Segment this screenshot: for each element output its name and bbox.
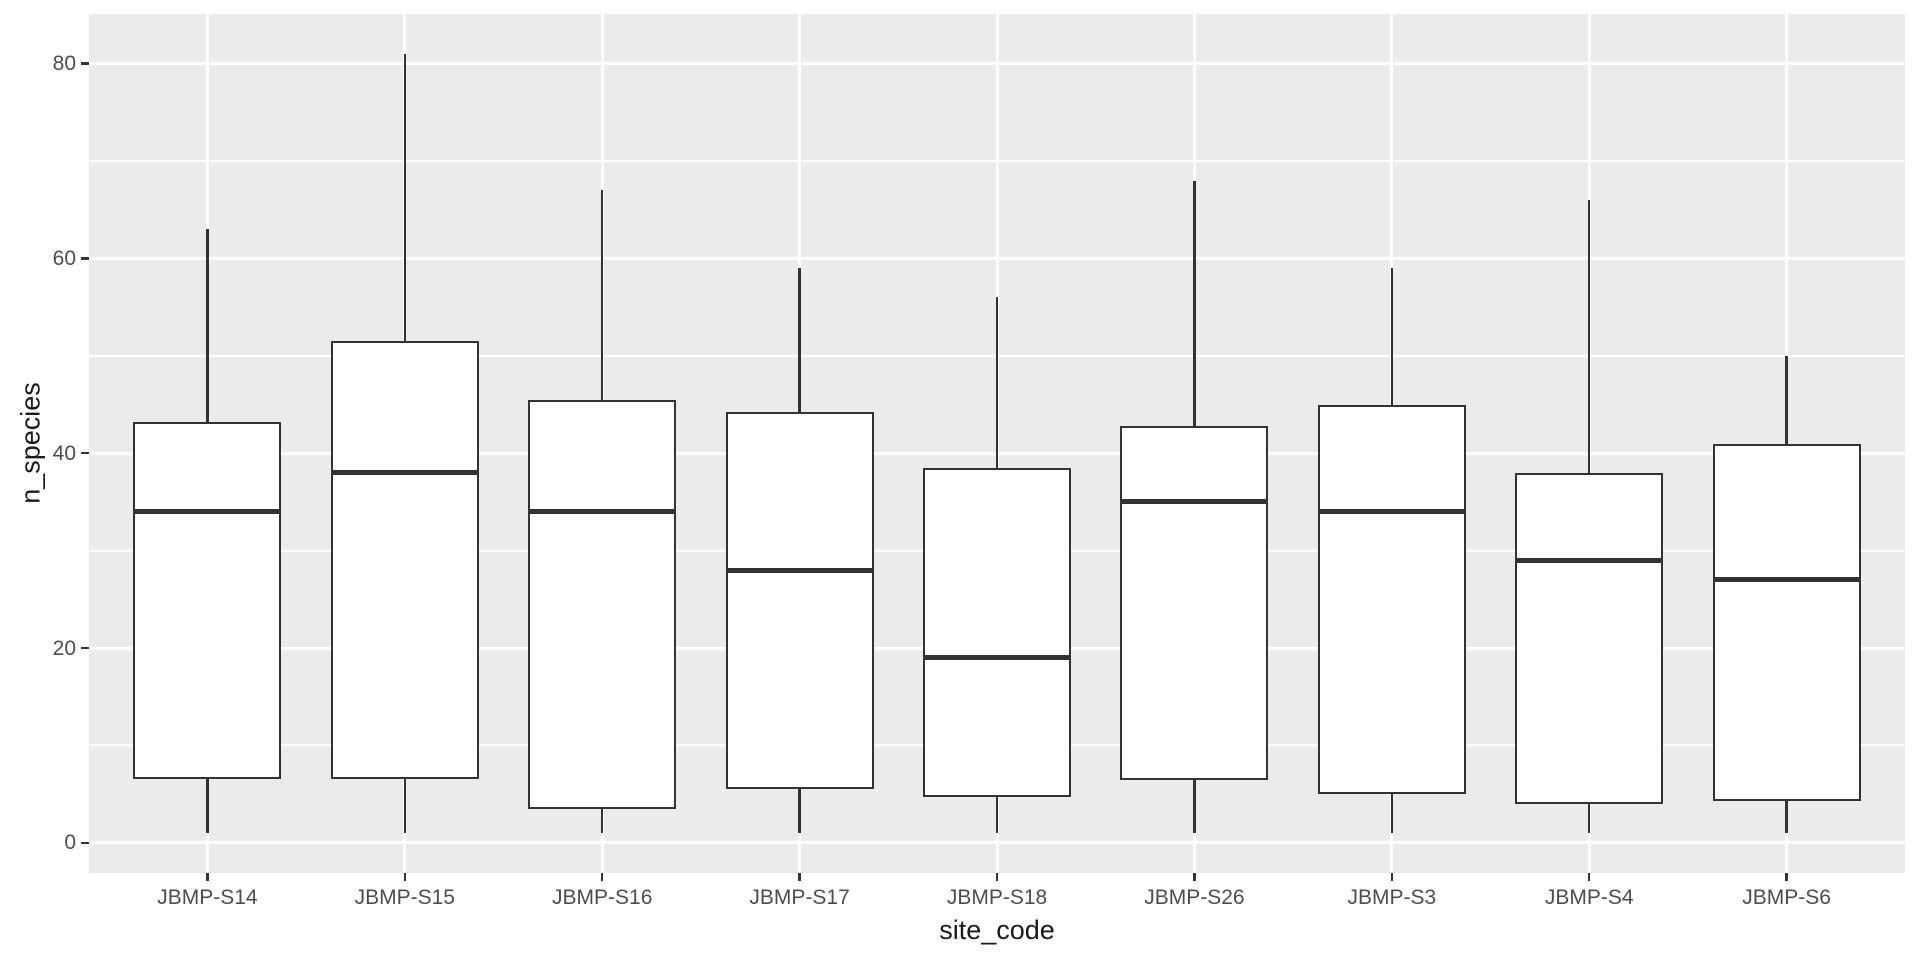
- x-axis-tick: [403, 873, 407, 881]
- x-axis-tick: [600, 873, 604, 881]
- median-line: [1712, 577, 1861, 583]
- x-tick-label: JBMP-S3: [1347, 886, 1437, 909]
- x-axis-title: site_code: [939, 915, 1055, 945]
- median-line: [1317, 509, 1466, 515]
- y-axis-title: n_species: [15, 382, 46, 504]
- x-tick-label: JBMP-S6: [1742, 886, 1831, 909]
- boxplot-box: [133, 421, 282, 780]
- x-axis-tick: [206, 873, 209, 881]
- boxplot-box: [922, 467, 1071, 797]
- boxplot-box: [725, 411, 874, 790]
- median-line: [528, 509, 677, 515]
- median-line: [725, 567, 874, 573]
- x-axis-tick: [1193, 873, 1196, 881]
- median-line: [1120, 499, 1269, 505]
- x-tick-label: JBMP-S14: [157, 886, 258, 909]
- median-line: [1515, 557, 1664, 563]
- x-tick-label: JBMP-S15: [354, 886, 455, 909]
- y-tick-label: 40: [52, 441, 76, 465]
- x-tick-label: JBMP-S18: [946, 886, 1048, 909]
- y-tick-label: 0: [64, 831, 76, 855]
- y-tick-label: 60: [52, 246, 76, 270]
- boxplot-box: [330, 341, 479, 780]
- boxplot-box: [528, 399, 677, 809]
- y-axis-tick: [81, 646, 89, 650]
- y-tick-label: 20: [52, 636, 76, 660]
- x-axis-tick: [1587, 873, 1591, 881]
- x-axis-tick: [798, 873, 801, 881]
- boxplot-box: [1317, 404, 1466, 795]
- x-tick-label: JBMP-S17: [749, 886, 850, 909]
- boxplot-box: [1712, 443, 1861, 802]
- boxplot-box: [1515, 472, 1664, 804]
- x-axis-tick: [995, 873, 999, 881]
- median-line: [330, 470, 479, 476]
- x-axis-tick: [1785, 873, 1788, 881]
- median-line: [922, 655, 1071, 661]
- y-axis-tick: [81, 451, 89, 455]
- y-axis-tick: [81, 841, 89, 845]
- median-line: [133, 509, 282, 515]
- x-tick-label: JBMP-S16: [552, 886, 653, 909]
- x-tick-label: JBMP-S26: [1144, 886, 1245, 909]
- y-tick-label: 80: [52, 52, 76, 76]
- x-axis-tick: [1390, 873, 1394, 881]
- y-axis-tick: [81, 257, 89, 260]
- x-tick-label: JBMP-S4: [1544, 886, 1634, 909]
- boxplot-box: [1120, 426, 1269, 780]
- y-axis-tick: [81, 62, 89, 65]
